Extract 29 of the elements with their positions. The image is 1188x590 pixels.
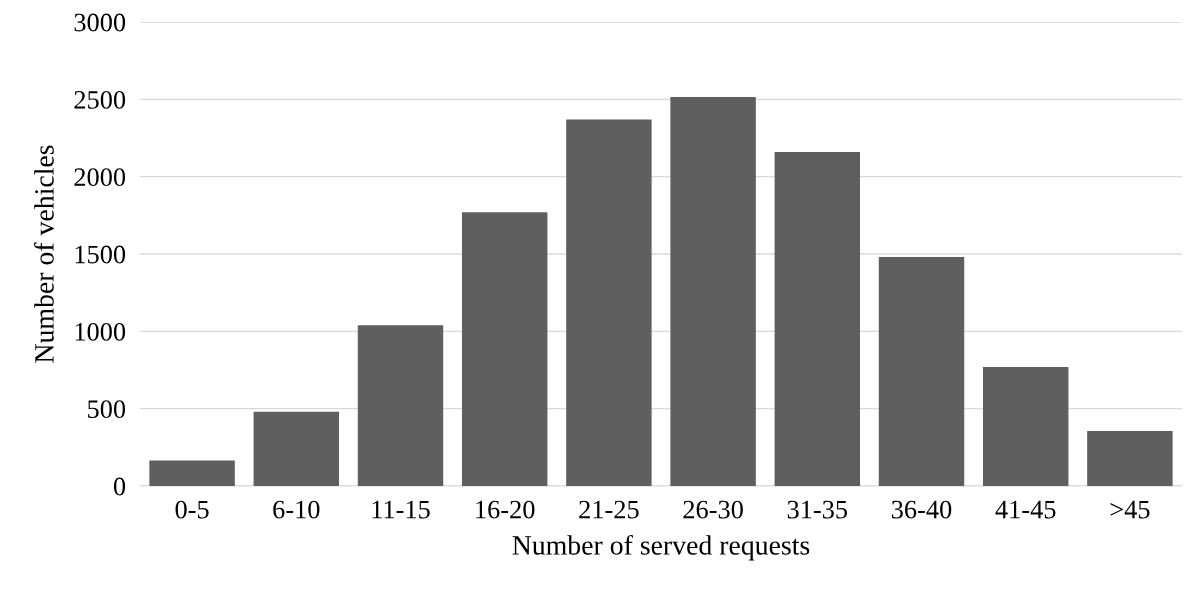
bar <box>670 97 756 486</box>
y-tick-label: 1500 <box>75 245 126 264</box>
bar <box>878 257 965 486</box>
x-tick-label: 16-20 <box>476 500 535 519</box>
x-tick-label: 41-45 <box>995 500 1056 519</box>
bar <box>149 460 235 486</box>
x-tick-label: 21-25 <box>579 500 639 519</box>
bar <box>566 119 652 486</box>
y-tick-label: 1000 <box>75 322 126 341</box>
y-tick-label: 3000 <box>74 13 126 32</box>
x-tick-label: 31-35 <box>787 500 848 519</box>
bar <box>253 411 340 486</box>
bar <box>357 325 444 486</box>
y-tick-label: 2500 <box>74 90 126 109</box>
bar <box>461 212 548 486</box>
y-tick-label: 0 <box>113 477 126 496</box>
x-tick-label: 26-30 <box>683 500 743 519</box>
y-tick-label: 500 <box>88 400 126 419</box>
x-tick-label: 0-5 <box>175 500 209 519</box>
x-tick-label: 36-40 <box>891 500 952 519</box>
x-axis-title: Number of served requests <box>512 534 810 561</box>
x-tick-label: 6-10 <box>273 500 320 519</box>
bar <box>774 151 861 486</box>
bar <box>982 366 1069 486</box>
x-tick-label: 11-15 <box>372 500 430 519</box>
y-axis-title: Number of vehicles <box>33 145 54 363</box>
y-tick-label: 2000 <box>74 168 126 187</box>
bar <box>1087 431 1173 486</box>
x-tick-label: >45 <box>1110 500 1150 519</box>
